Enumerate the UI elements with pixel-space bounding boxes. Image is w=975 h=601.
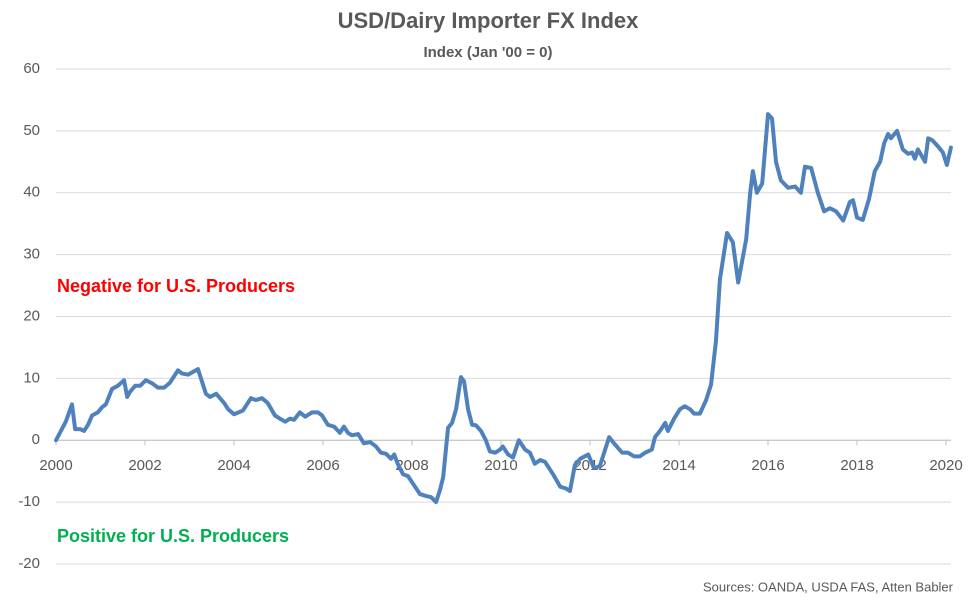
x-tick-label: 2010: [484, 457, 517, 474]
y-tick-label: 60: [23, 60, 40, 77]
x-tick-label: 2018: [840, 457, 873, 474]
y-tick-label: -20: [18, 555, 40, 572]
chart-subtitle: Index (Jan '00 = 0): [423, 44, 552, 61]
annotation: Negative for U.S. Producers: [57, 276, 295, 296]
y-tick-label: 10: [23, 369, 40, 386]
x-tick-label: 2020: [929, 457, 962, 474]
x-tick-label: 2002: [128, 457, 161, 474]
annotation: Positive for U.S. Producers: [57, 526, 289, 546]
x-tick-label: 2006: [306, 457, 339, 474]
x-tick-label: 2000: [39, 457, 72, 474]
y-tick-label: -10: [18, 493, 40, 510]
x-tick-label: 2012: [573, 457, 606, 474]
y-tick-label: 0: [32, 431, 40, 448]
x-tick-label: 2004: [217, 457, 250, 474]
source-note: Sources: OANDA, USDA FAS, Atten Babler: [703, 579, 954, 594]
x-tick-label: 2014: [662, 457, 695, 474]
x-tick-label: 2016: [751, 457, 784, 474]
data-line: [54, 112, 953, 505]
chart-title: USD/Dairy Importer FX Index: [338, 8, 640, 33]
y-tick-label: 30: [23, 246, 40, 263]
y-tick-label: 20: [23, 307, 40, 324]
y-tick-label: 50: [23, 122, 40, 139]
y-tick-label: 40: [23, 184, 40, 201]
x-tick-label: 2008: [395, 457, 428, 474]
